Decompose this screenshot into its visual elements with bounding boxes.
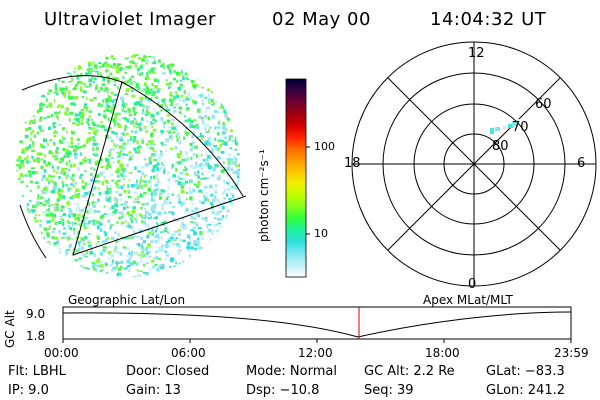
polar-mlt-label-0: 0 — [468, 277, 477, 292]
lat-grid-arc-top-left — [21, 75, 123, 91]
orbit-xtick-label-1200: 12:00 — [298, 346, 333, 360]
polar-emission-spot — [490, 119, 520, 134]
polar-mlt-label-6: 6 — [577, 156, 586, 171]
instrument-title: Ultraviolet Imager — [44, 9, 216, 30]
apex-mlat-mlt-label: Apex MLat/MLT — [423, 293, 513, 307]
orbit-ytick-min: 1.8 — [26, 329, 46, 343]
polar-lat-label-80: 80 — [492, 139, 509, 154]
dsp-info: Dsp: −10.8 — [246, 383, 320, 398]
lat-grid-arc-left — [19, 204, 47, 259]
auroral-emission-speckles — [16, 54, 240, 277]
orbit-plot-frame — [62, 306, 572, 340]
polar-diagonal-2 — [387, 77, 561, 251]
colorbar-tick-label-10: 10 — [314, 227, 328, 240]
gain-info: Gain: 13 — [126, 383, 181, 398]
geographic-lat-lon-label: Geographic Lat/Lon — [68, 293, 186, 307]
colorbar-tick-label-100: 100 — [314, 140, 335, 153]
lon-grid-line-left — [72, 81, 123, 256]
lon-grid-line-right — [72, 195, 247, 256]
glon-info: GLon: 241.2 — [486, 383, 566, 398]
orbit-ytick-max: 9.0 — [26, 307, 46, 321]
polar-lat-label-60: 60 — [535, 97, 552, 112]
seq-info: Seq: 39 — [364, 383, 414, 398]
date-label: 02 May 00 — [272, 9, 371, 30]
polar-mlt-label-12: 12 — [468, 46, 485, 61]
orbit-xtick-label-0600: 06:00 — [171, 346, 206, 360]
gc-alt-info: GC Alt: 2.2 Re — [364, 364, 455, 379]
polar-lat-label-70: 70 — [512, 120, 529, 135]
door-info: Door: Closed — [126, 364, 210, 379]
colorbar-scale — [285, 78, 307, 278]
glat-info: GLat: −83.3 — [486, 364, 565, 379]
mode-info: Mode: Normal — [246, 364, 337, 379]
ip-info: IP: 9.0 — [8, 383, 49, 398]
orbit-altitude-curve — [62, 311, 572, 338]
orbit-xtick-label-2359: 23:59 — [554, 346, 589, 360]
orbit-xtick-label-1800: 18:00 — [425, 346, 460, 360]
time-label: 14:04:32 UT — [430, 9, 547, 30]
polar-mlt-label-18: 18 — [344, 156, 361, 171]
filter-info: Flt: LBHL — [8, 364, 66, 379]
orbit-xtick-label-0000: 00:00 — [44, 346, 79, 360]
lat-grid-arc-top-right — [121, 81, 244, 197]
